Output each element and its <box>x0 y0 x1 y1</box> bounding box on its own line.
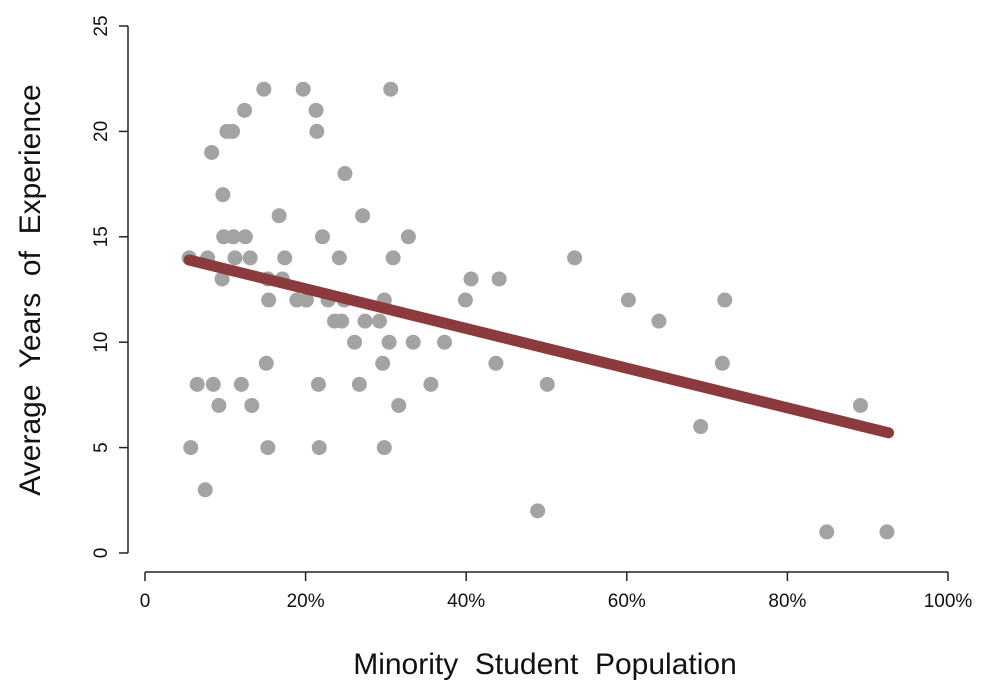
data-point <box>400 229 416 245</box>
data-point <box>215 187 231 203</box>
data-point <box>337 166 353 182</box>
data-point <box>405 334 421 350</box>
y-tick-label: 15 <box>91 226 112 247</box>
data-point <box>204 144 220 160</box>
data-point <box>298 292 314 308</box>
data-point <box>225 229 241 245</box>
data-point <box>237 229 253 245</box>
data-point <box>310 376 326 392</box>
data-point <box>714 355 730 371</box>
data-point <box>879 524 895 540</box>
data-point <box>457 292 473 308</box>
data-point <box>567 250 583 266</box>
x-tick-label: 40% <box>447 591 485 612</box>
data-point <box>620 292 636 308</box>
data-point <box>331 250 347 266</box>
data-point <box>261 292 277 308</box>
data-point <box>539 376 555 392</box>
data-point <box>381 334 397 350</box>
data-point <box>371 313 387 329</box>
y-tick-label: 25 <box>91 15 112 36</box>
y-axis-title: Average Years of Experience <box>14 84 47 495</box>
data-point <box>244 397 260 413</box>
data-point <box>233 376 249 392</box>
data-point <box>214 271 230 287</box>
data-point <box>309 123 325 139</box>
data-point <box>355 208 371 224</box>
data-point <box>819 524 835 540</box>
y-tick-label: 0 <box>91 548 112 559</box>
data-point <box>256 81 272 97</box>
data-point <box>260 440 276 456</box>
data-point <box>351 376 367 392</box>
data-point <box>463 271 479 287</box>
data-point <box>237 102 253 118</box>
y-tick-label: 10 <box>91 332 112 353</box>
data-point <box>189 376 205 392</box>
x-tick-label: 80% <box>768 591 806 612</box>
data-point <box>437 334 453 350</box>
x-axis-title: Minority Student Population <box>353 648 737 681</box>
data-point <box>651 313 667 329</box>
data-point <box>314 229 330 245</box>
data-point <box>258 355 274 371</box>
data-point <box>308 102 324 118</box>
x-tick-label: 100% <box>924 591 973 612</box>
tick-labels: 0 5 10 15 20 25 0 20% 40% 60% 80% 100% <box>91 15 972 612</box>
data-point <box>717 292 733 308</box>
x-tick-label: 60% <box>608 591 646 612</box>
data-point <box>375 355 391 371</box>
data-point <box>385 250 401 266</box>
data-point <box>225 123 241 139</box>
x-tick-label: 20% <box>287 591 325 612</box>
data-point <box>491 271 507 287</box>
data-point <box>211 397 227 413</box>
data-point <box>183 440 199 456</box>
y-tick-label: 20 <box>91 121 112 142</box>
data-point <box>347 334 363 350</box>
data-point <box>295 81 311 97</box>
data-point <box>357 313 373 329</box>
data-point <box>242 250 258 266</box>
data-point <box>383 81 399 97</box>
data-point <box>197 482 213 498</box>
data-point <box>391 397 407 413</box>
data-point <box>334 313 350 329</box>
data-point <box>205 376 221 392</box>
y-tick-label: 5 <box>91 442 112 453</box>
data-point <box>488 355 504 371</box>
data-point <box>530 503 546 519</box>
x-tick-label: 0 <box>140 591 151 612</box>
data-point <box>277 250 293 266</box>
data-point <box>693 419 709 435</box>
fit-line-layer <box>183 254 895 439</box>
data-point <box>227 250 243 266</box>
fit-line <box>183 254 895 439</box>
data-point <box>376 440 392 456</box>
data-point <box>852 397 868 413</box>
data-point <box>271 208 287 224</box>
data-point <box>311 440 327 456</box>
data-point <box>423 376 439 392</box>
axes <box>119 25 949 581</box>
scatter-points <box>181 81 895 540</box>
